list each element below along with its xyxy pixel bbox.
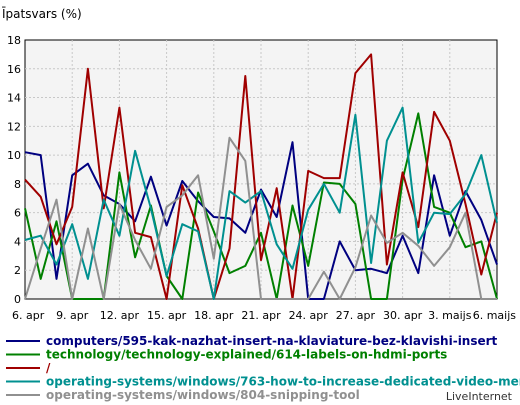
y-tick-label: 2 xyxy=(14,264,21,277)
x-ticks: 6. apr 9. apr 12. apr 15. apr 18. apr 21. apr… xyxy=(12,309,516,322)
x-tick-label: 27. apr xyxy=(336,309,376,322)
x-tick-label: 21. apr xyxy=(241,309,281,322)
legend-label: technology/technology-explained/614-labe… xyxy=(46,348,447,362)
legend: computers/595-kak-nazhat-insert-na-klavi… xyxy=(6,334,520,402)
legend-label: operating-systems/windows/804-snipping-t… xyxy=(46,388,360,402)
y-tick-label: 0 xyxy=(14,293,21,306)
series-line xyxy=(24,53,498,300)
y-tick-label: 18 xyxy=(7,34,21,47)
x-tick-label: 15. apr xyxy=(147,309,187,322)
x-tick-label: 18. apr xyxy=(194,309,234,322)
x-tick-label: 9. apr xyxy=(56,309,89,322)
y-tick-label: 14 xyxy=(7,92,21,105)
series-line xyxy=(24,141,498,300)
y-ticks: 0 2 4 6 8 10 12 14 16 18 xyxy=(7,34,21,306)
legend-label: / xyxy=(46,361,51,375)
y-tick-label: 4 xyxy=(14,235,21,248)
legend-label: computers/595-kak-nazhat-insert-na-klavi… xyxy=(46,334,498,348)
y-tick-label: 8 xyxy=(14,178,21,191)
x-tick-label: 24. apr xyxy=(289,309,329,322)
legend-label: operating-systems/windows/763-how-to-inc… xyxy=(46,375,520,389)
y-tick-label: 10 xyxy=(7,149,21,162)
series-line xyxy=(24,136,497,300)
y-tick-label: 16 xyxy=(7,63,21,76)
x-tick-label: 6. maijs xyxy=(473,309,517,322)
series-lines xyxy=(24,53,498,300)
y-axis-label: Īpatsvars (%) xyxy=(2,7,82,21)
series-line xyxy=(24,106,498,300)
y-tick-label: 12 xyxy=(7,120,21,133)
brand-label: LiveInternet xyxy=(446,390,513,403)
x-tick-label: 30. apr xyxy=(383,309,423,322)
x-tick-label: 6. apr xyxy=(12,309,45,322)
x-tick-label: 12. apr xyxy=(100,309,140,322)
x-tick-label: 3. maijs xyxy=(428,309,472,322)
y-tick-label: 6 xyxy=(14,207,21,220)
